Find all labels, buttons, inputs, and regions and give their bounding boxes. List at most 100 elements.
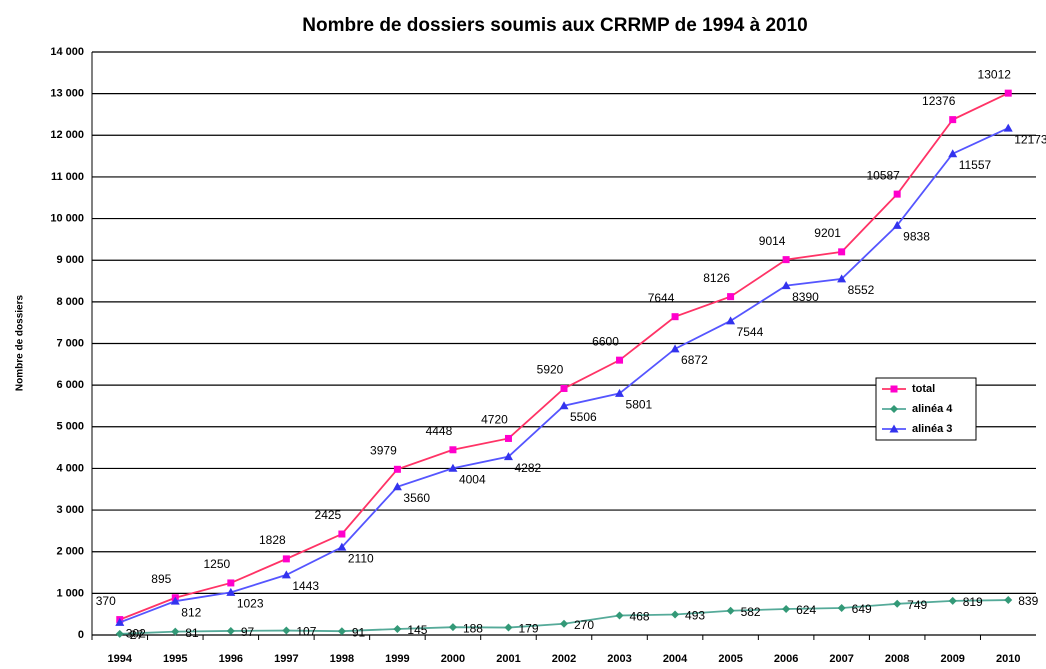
x-tick-label: 2004 <box>663 653 688 665</box>
data-label: 9838 <box>903 229 930 243</box>
data-label: 6872 <box>681 353 708 367</box>
data-label: 145 <box>407 623 427 637</box>
data-point <box>115 629 124 638</box>
data-point <box>504 623 513 632</box>
data-point <box>170 596 180 605</box>
data-point <box>504 434 512 442</box>
data-point <box>671 313 679 321</box>
data-point <box>503 452 513 461</box>
data-label: 4720 <box>481 413 508 427</box>
data-label: 582 <box>741 605 761 619</box>
x-tick-label: 2010 <box>996 653 1020 665</box>
x-tick-label: 2003 <box>607 653 631 665</box>
data-label: 1828 <box>259 533 286 547</box>
data-label: 8126 <box>703 271 730 285</box>
data-point <box>281 570 291 579</box>
x-tick-label: 1996 <box>219 653 243 665</box>
data-label: 4448 <box>426 424 453 438</box>
data-label: 81 <box>185 626 199 640</box>
legend-marker <box>890 385 898 393</box>
legend-marker <box>890 405 898 413</box>
data-label: 11557 <box>959 158 992 172</box>
data-label: 9014 <box>759 234 786 248</box>
y-tick-label: 10 000 <box>50 212 84 224</box>
data-label: 370 <box>96 594 116 608</box>
data-point <box>393 624 402 633</box>
data-label: 188 <box>463 621 483 635</box>
data-point <box>559 401 569 410</box>
data-point <box>838 248 846 256</box>
data-point <box>671 610 680 619</box>
data-point <box>337 542 347 551</box>
x-tick-label: 2009 <box>940 653 964 665</box>
data-point <box>560 619 568 628</box>
data-label: 6600 <box>592 334 619 348</box>
data-label: 649 <box>852 602 872 616</box>
x-tick-label: 2001 <box>496 653 520 665</box>
data-label: 2110 <box>348 551 374 565</box>
data-point <box>670 344 680 353</box>
data-point <box>948 149 958 158</box>
x-tick-label: 1997 <box>274 653 298 665</box>
y-tick-label: 11 000 <box>51 171 84 183</box>
data-point <box>949 116 957 124</box>
data-label: 8390 <box>792 290 819 304</box>
data-label: 8552 <box>848 283 875 297</box>
y-tick-label: 1 000 <box>56 587 84 599</box>
data-label: 7544 <box>737 325 764 339</box>
data-label: 468 <box>630 610 650 624</box>
data-point <box>226 626 235 635</box>
data-label: 107 <box>296 625 316 639</box>
data-label: 12376 <box>922 94 956 108</box>
data-point <box>392 482 402 491</box>
data-point <box>837 274 847 283</box>
data-label: 270 <box>574 618 594 632</box>
x-tick-label: 2008 <box>885 653 909 665</box>
data-label: 13012 <box>978 67 1012 81</box>
data-point <box>337 627 346 636</box>
data-point <box>726 316 736 325</box>
data-point <box>171 627 180 636</box>
data-point <box>226 587 236 596</box>
data-label: 5920 <box>537 363 564 377</box>
data-point <box>893 190 901 198</box>
y-axis-label: Nombre de dossiers <box>15 294 26 391</box>
data-point <box>338 530 346 538</box>
data-point <box>893 599 902 608</box>
data-label: 4282 <box>514 461 541 475</box>
data-label: 4004 <box>459 472 486 486</box>
x-tick-label: 2002 <box>552 653 576 665</box>
data-label: 819 <box>963 595 983 609</box>
y-tick-label: 6 000 <box>56 379 84 391</box>
x-tick-label: 2006 <box>774 653 798 665</box>
data-label: 179 <box>518 622 538 636</box>
data-point <box>1004 89 1012 97</box>
x-tick-label: 2007 <box>829 653 853 665</box>
data-label: 91 <box>352 625 366 639</box>
data-label: 1443 <box>292 579 319 593</box>
data-label: 27 <box>130 628 144 642</box>
data-point <box>727 293 735 301</box>
data-label: 10587 <box>866 168 900 182</box>
data-label: 749 <box>907 598 927 612</box>
data-point <box>948 596 957 605</box>
data-label: 12173 <box>1014 132 1046 146</box>
legend-marker <box>889 424 899 433</box>
legend-label: total <box>912 383 935 395</box>
data-point <box>1004 596 1013 605</box>
data-label: 97 <box>241 625 255 639</box>
y-tick-label: 12 000 <box>50 129 84 141</box>
data-point <box>726 606 735 615</box>
x-tick-label: 1994 <box>108 653 133 665</box>
legend-label: alinéa 3 <box>912 423 952 435</box>
x-tick-label: 1999 <box>385 653 409 665</box>
data-label: 624 <box>796 603 816 617</box>
data-point <box>115 617 125 626</box>
data-label: 3560 <box>403 491 430 505</box>
data-point <box>449 446 457 454</box>
data-label: 1250 <box>203 557 230 571</box>
data-label: 5506 <box>570 410 597 424</box>
data-label: 7644 <box>648 291 675 305</box>
y-tick-label: 7 000 <box>56 337 84 349</box>
